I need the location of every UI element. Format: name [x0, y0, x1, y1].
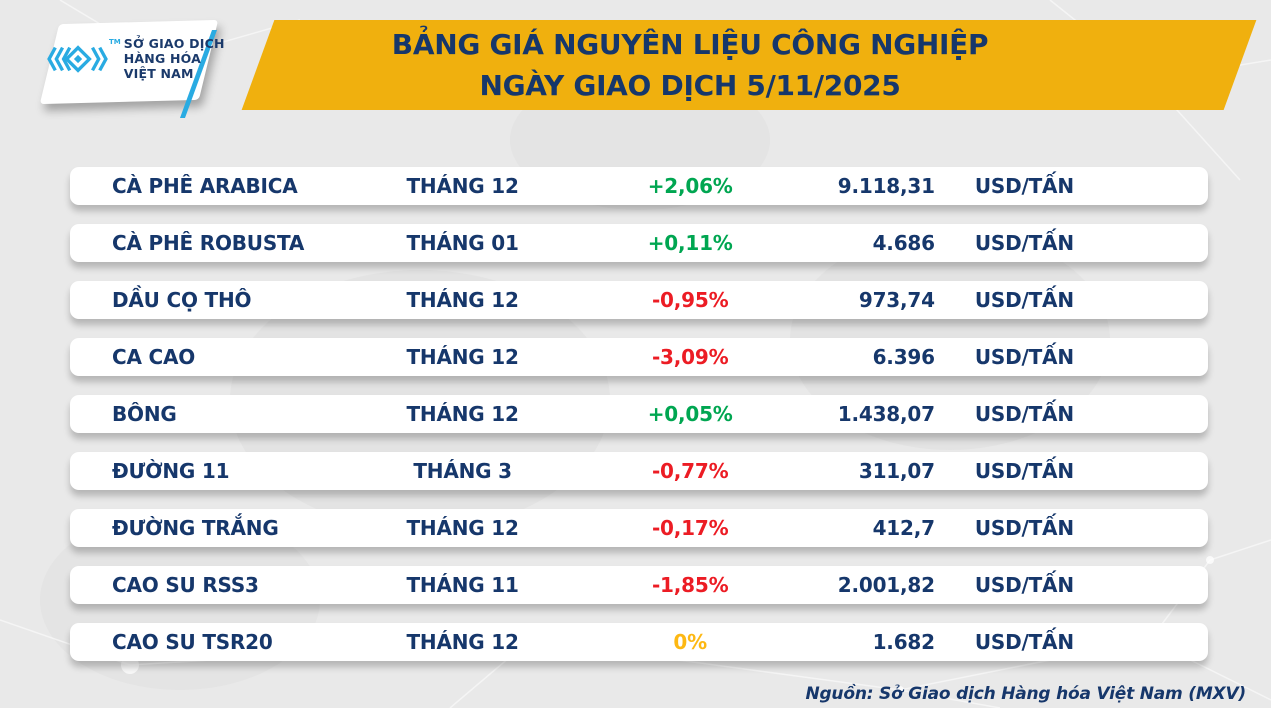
contract-month: THÁNG 01	[406, 231, 519, 255]
contract-month: THÁNG 12	[406, 288, 519, 312]
logo-org-line2: HÀNG HÓA	[123, 51, 201, 66]
contract-month: THÁNG 12	[406, 345, 519, 369]
trademark-symbol: TM	[109, 38, 121, 46]
table-row: BÔNG THÁNG 12 +0,05% 1.438,07 USD/TẤN	[70, 395, 1208, 433]
table-row: CA CAO THÁNG 12 -3,09% 6.396 USD/TẤN	[70, 338, 1208, 376]
commodity-name: CA CAO	[112, 345, 196, 369]
commodity-name: CÀ PHÊ ARABICA	[112, 174, 298, 198]
price-unit: USD/TẤN	[974, 345, 1074, 369]
table-row: ĐƯỜNG 11 THÁNG 3 -0,77% 311,07 USD/TẤN	[70, 452, 1208, 490]
contract-month: THÁNG 12	[406, 174, 519, 198]
price-unit: USD/TẤN	[974, 630, 1074, 654]
contract-month: THÁNG 11	[406, 573, 519, 597]
price-value: 6.396	[872, 345, 935, 369]
change-percent: +0,05%	[647, 402, 733, 426]
logo-org-line3: VIỆT NAM	[123, 66, 194, 81]
price-value: 973,74	[858, 288, 935, 312]
change-percent: -3,09%	[651, 345, 729, 369]
commodity-name: ĐƯỜNG 11	[112, 459, 230, 483]
price-value: 1.682	[872, 630, 935, 654]
logo-org-line1: SỞ GIAO DỊCH	[123, 36, 225, 51]
price-value: 311,07	[858, 459, 935, 483]
price-unit: USD/TẤN	[974, 174, 1074, 198]
change-percent: +2,06%	[647, 174, 733, 198]
price-value: 2.001,82	[837, 573, 935, 597]
contract-month: THÁNG 12	[406, 516, 519, 540]
price-value: 9.118,31	[837, 174, 935, 198]
contract-month: THÁNG 12	[406, 402, 519, 426]
table-row: CAO SU TSR20 THÁNG 12 0% 1.682 USD/TẤN	[70, 623, 1208, 661]
page-title-line2: NGÀY GIAO DỊCH 5/11/2025	[479, 69, 901, 102]
commodity-name: DẦU CỌ THÔ	[112, 288, 252, 312]
commodity-name: CAO SU RSS3	[112, 573, 259, 597]
commodity-name: BÔNG	[112, 402, 177, 426]
page-title: BẢNG GIÁ NGUYÊN LIỆU CÔNG NGHIỆP NGÀY GI…	[290, 23, 1090, 107]
change-percent: -0,17%	[651, 516, 729, 540]
table-row: DẦU CỌ THÔ THÁNG 12 -0,95% 973,74 USD/TẤ…	[70, 281, 1208, 319]
contract-month: THÁNG 12	[406, 630, 519, 654]
price-value: 412,7	[872, 516, 935, 540]
price-value: 4.686	[872, 231, 935, 255]
price-unit: USD/TẤN	[974, 573, 1074, 597]
commodity-name: CAO SU TSR20	[112, 630, 273, 654]
price-unit: USD/TẤN	[974, 459, 1074, 483]
price-unit: USD/TẤN	[974, 516, 1074, 540]
source-note: Nguồn: Sở Giao dịch Hàng hóa Việt Nam (M…	[805, 684, 1246, 704]
table-row: CAO SU RSS3 THÁNG 11 -1,85% 2.001,82 USD…	[70, 566, 1208, 604]
mxv-logo: TM SỞ GIAO DỊCH HÀNG HÓA VIỆT NAM	[46, 36, 225, 81]
price-unit: USD/TẤN	[974, 288, 1074, 312]
price-board: BẢNG GIÁ NGUYÊN LIỆU CÔNG NGHIỆP NGÀY GI…	[0, 0, 1271, 708]
change-percent: -1,85%	[651, 573, 729, 597]
contract-month: THÁNG 3	[413, 459, 512, 483]
mxv-logo-icon	[47, 44, 108, 73]
price-value: 1.438,07	[837, 402, 935, 426]
change-percent: -0,77%	[651, 459, 729, 483]
table-row: CÀ PHÊ ROBUSTA THÁNG 01 +0,11% 4.686 USD…	[70, 224, 1208, 262]
change-percent: -0,95%	[651, 288, 729, 312]
price-unit: USD/TẤN	[974, 231, 1074, 255]
change-percent: 0%	[673, 630, 707, 654]
commodity-name: CÀ PHÊ ROBUSTA	[112, 231, 305, 255]
table-row: ĐƯỜNG TRẮNG THÁNG 12 -0,17% 412,7 USD/TẤ…	[70, 509, 1208, 547]
page-title-line1: BẢNG GIÁ NGUYÊN LIỆU CÔNG NGHIỆP	[391, 28, 989, 61]
logo-org-name: SỞ GIAO DỊCH HÀNG HÓA VIỆT NAM	[124, 36, 225, 81]
change-percent: +0,11%	[647, 231, 733, 255]
commodity-name: ĐƯỜNG TRẮNG	[112, 516, 279, 540]
price-table: CÀ PHÊ ARABICA THÁNG 12 +2,06% 9.118,31 …	[70, 167, 1208, 680]
table-row: CÀ PHÊ ARABICA THÁNG 12 +2,06% 9.118,31 …	[70, 167, 1208, 205]
price-unit: USD/TẤN	[974, 402, 1074, 426]
